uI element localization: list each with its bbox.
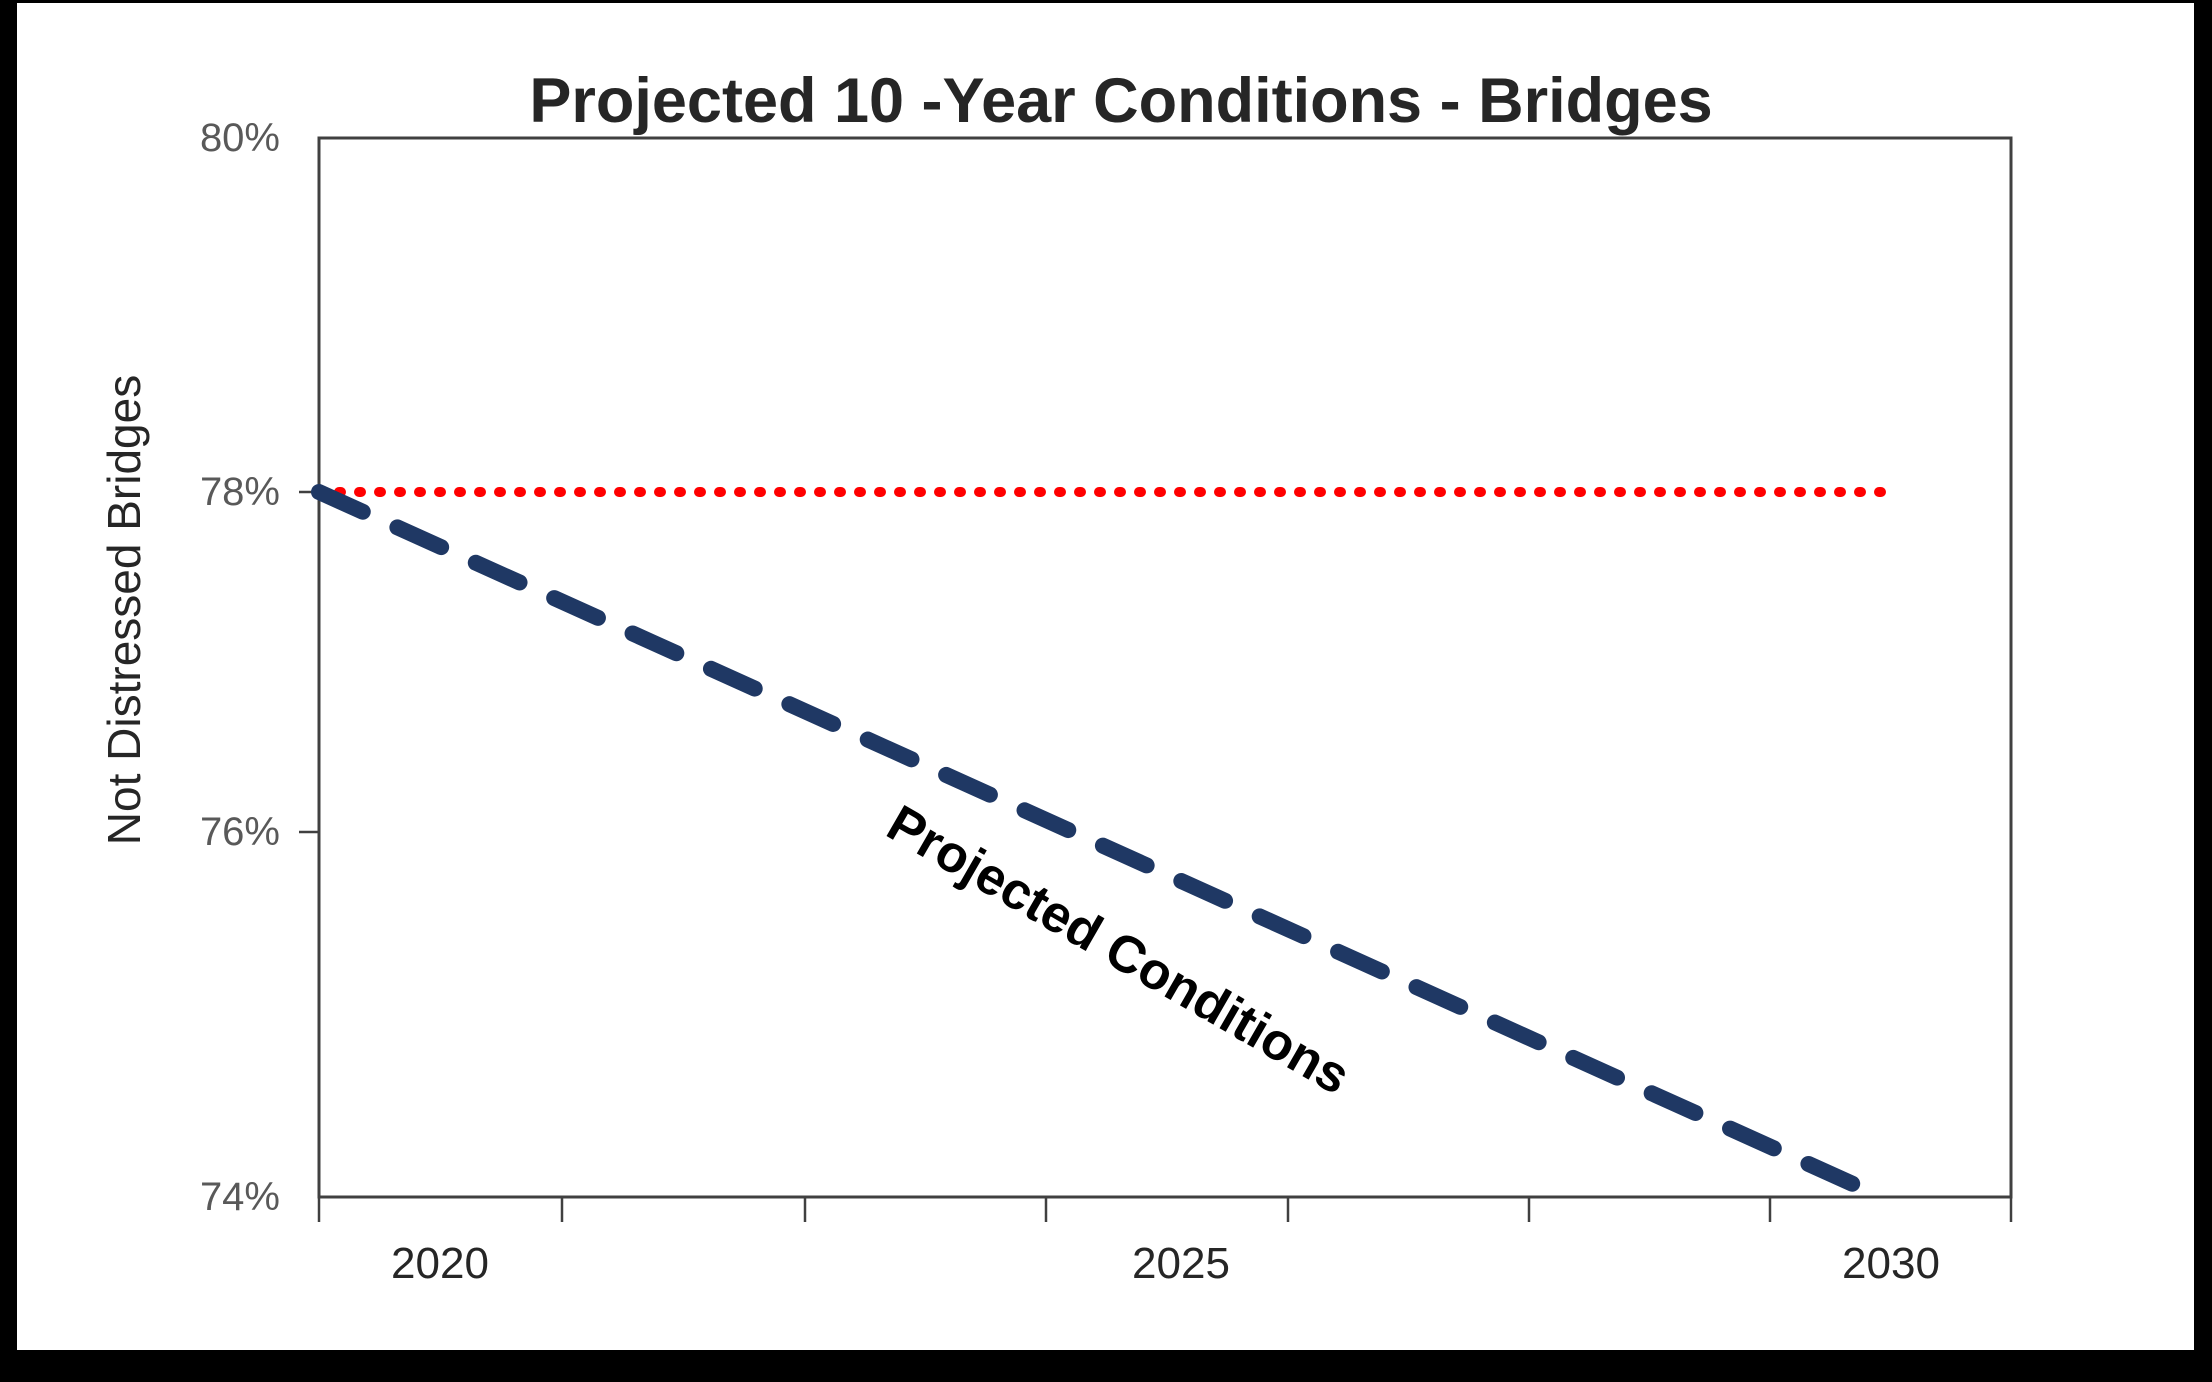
svg-text:2020: 2020 bbox=[391, 1239, 489, 1288]
svg-text:2030: 2030 bbox=[1842, 1239, 1940, 1288]
svg-text:74%: 74% bbox=[200, 1175, 280, 1219]
svg-text:80%: 80% bbox=[200, 116, 280, 160]
svg-text:Projected Conditions: Projected Conditions bbox=[878, 794, 1360, 1106]
svg-text:Projected 10 -Year Conditions: Projected 10 -Year Conditions - Bridges bbox=[529, 66, 1712, 136]
svg-text:2025: 2025 bbox=[1132, 1239, 1230, 1288]
svg-text:78%: 78% bbox=[200, 470, 280, 514]
svg-text:76%: 76% bbox=[200, 810, 280, 854]
svg-text:Not Distressed Bridges: Not Distressed Bridges bbox=[98, 375, 150, 845]
